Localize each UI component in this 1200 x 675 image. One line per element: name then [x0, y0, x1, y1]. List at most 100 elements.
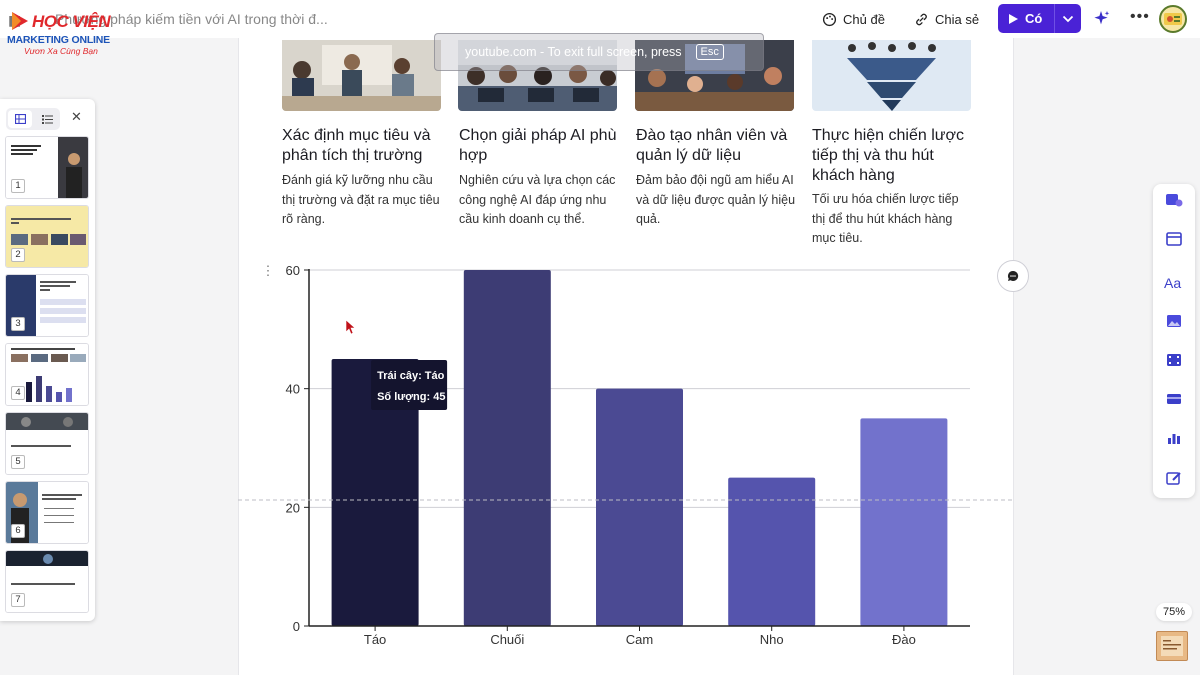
share-label: Chia sẻ [935, 11, 980, 27]
card-image-3 [635, 40, 794, 111]
logo-text-1: HỌC VIỆN [32, 12, 111, 31]
edit-icon [1166, 472, 1181, 485]
card-desc-3: Đảm bảo đội ngũ am hiểu AI và dữ liệu đư… [636, 173, 796, 226]
image-icon [1167, 315, 1181, 327]
fullscreen-notice: youtube.com - To exit full screen, press… [434, 33, 764, 71]
card-title-4: Thực hiện chiến lược tiếp thị và thu hút… [812, 127, 964, 184]
thumbnail-number: 4 [11, 386, 25, 400]
edit-button[interactable] [1164, 468, 1184, 488]
text-button[interactable]: Aa [1164, 273, 1184, 293]
present-button[interactable]: Có [998, 4, 1081, 33]
minimap-thumbnail[interactable] [1156, 631, 1188, 661]
slide-thumbnail-5[interactable]: 5 [5, 412, 89, 475]
card-title-3: Đào tạo nhân viên và quản lý dữ liệu [636, 127, 788, 164]
card-image-1 [282, 40, 441, 111]
bar[interactable] [860, 418, 948, 626]
video-icon [1167, 354, 1181, 366]
chart-tooltip [371, 360, 448, 410]
layout-icon [1166, 232, 1182, 246]
thumbnail-number: 6 [11, 524, 25, 538]
embed-icon [1167, 394, 1181, 404]
bar[interactable] [596, 388, 683, 626]
y-tick-label: 60 [286, 263, 300, 278]
theme-button[interactable]: Chủ đề [822, 9, 885, 29]
theme-label: Chủ đề [843, 11, 885, 27]
card-desc-1: Đánh giá kỹ lưỡng nhu cầu thị trường và … [282, 173, 440, 226]
ai-sparkle-icon[interactable] [1093, 10, 1110, 27]
card-title-2: Chọn giải pháp AI phù hợp [459, 127, 617, 164]
x-tick-label: Táo [364, 632, 386, 647]
slide-thumbnail-4[interactable]: 4 [5, 343, 89, 406]
present-options-button[interactable] [1055, 15, 1081, 23]
slide-thumbnail-2[interactable]: 2 [5, 205, 89, 268]
grid-view-icon [14, 114, 26, 124]
avatar[interactable] [1159, 5, 1187, 33]
share-button[interactable]: Chia sẻ [914, 9, 979, 29]
list-view-button[interactable] [36, 110, 58, 128]
document-title[interactable]: Phương pháp kiếm tiền với AI trong thời … [55, 11, 328, 27]
image-button[interactable] [1164, 311, 1184, 331]
comment-icon [1007, 270, 1019, 281]
card-image-2 [458, 40, 617, 111]
card-desc-4: Tối ưu hóa chiến lược tiếp thị để thu hú… [812, 192, 959, 245]
thumbnail-number: 1 [11, 179, 25, 193]
card-desc-2: Nghiên cứu và lựa chọn các công nghệ AI … [459, 173, 616, 226]
guide-line [238, 499, 1014, 501]
chart-icon [1168, 434, 1180, 444]
view-toggle [6, 108, 60, 130]
layout-button[interactable] [1164, 229, 1184, 249]
thumbnail-number: 2 [11, 248, 25, 262]
chart-drag-handle-icon[interactable]: ⋮ [261, 263, 275, 278]
card-image-4 [812, 40, 971, 111]
top-bar: ◧ Phương pháp kiếm tiền với AI trong thờ… [0, 0, 1200, 38]
esc-key-hint: Esc [695, 44, 724, 60]
x-tick-label: Chuối [490, 632, 524, 647]
palette-icon [822, 12, 837, 26]
brand-logo: HỌC VIỆN MARKETING ONLINE Vươn Xa Cùng B… [6, 8, 116, 56]
thumbnail-number: 5 [11, 455, 25, 469]
play-icon [1009, 13, 1018, 24]
present-label: Có [1025, 11, 1043, 26]
x-tick-label: Đào [892, 632, 916, 647]
list-view-icon [41, 115, 53, 124]
bar[interactable] [331, 359, 419, 626]
slide-thumbnail-3[interactable]: 3 [5, 274, 89, 337]
x-tick-label: Nho [760, 632, 784, 647]
zoom-level[interactable]: 75% [1156, 603, 1192, 621]
fullscreen-notice-text: youtube.com - To exit full screen, press [465, 45, 682, 59]
chevron-down-icon [1062, 15, 1074, 22]
thumbnail-number: 3 [11, 317, 25, 331]
bar-chart[interactable]: 0 20 40 60 Táo Chuối Cam Nho Đào Trái cây: Táo Số … [270, 258, 990, 658]
comment-button[interactable] [997, 260, 1029, 292]
thumbnail-number: 7 [11, 593, 25, 607]
logo-tagline: Vươn Xa Cùng Bạn [24, 46, 98, 56]
insert-toolbar: Aa [1153, 184, 1195, 498]
bar[interactable] [463, 270, 551, 626]
text-icon: Aa [1164, 275, 1181, 291]
y-tick-label: 40 [286, 382, 300, 397]
embed-button[interactable] [1164, 389, 1184, 409]
mouse-cursor-icon [345, 319, 356, 335]
tooltip-line-1: Trái cây: Táo [377, 370, 445, 382]
svg-text:Aa: Aa [1164, 275, 1181, 291]
slide-thumbnails-panel: ✕ 1 2 3 4 5 6 7 [0, 99, 95, 621]
close-panel-icon[interactable]: ✕ [71, 109, 82, 124]
more-options-icon[interactable]: ••• [1130, 8, 1150, 25]
chart-button[interactable] [1164, 428, 1184, 448]
y-tick-label: 20 [286, 500, 300, 515]
bar[interactable] [728, 477, 816, 626]
logo-text-2: MARKETING ONLINE [7, 34, 110, 46]
link-icon [916, 13, 927, 25]
grid-view-button[interactable] [8, 110, 32, 128]
y-tick-label: 0 [293, 619, 300, 634]
video-button[interactable] [1164, 350, 1184, 370]
tooltip-line-2: Số lượng: 45 [377, 391, 445, 403]
x-tick-label: Cam [626, 632, 653, 647]
add-card-button[interactable] [1164, 190, 1184, 210]
card-title-1: Xác định mục tiêu và phân tích thị trườn… [282, 127, 431, 164]
logo-mark-icon [12, 12, 28, 30]
add-card-icon [1166, 194, 1183, 207]
slide-thumbnail-6[interactable]: 6 [5, 481, 89, 544]
slide-thumbnail-1[interactable]: 1 [5, 136, 89, 199]
slide-thumbnail-7[interactable]: 7 [5, 550, 89, 613]
